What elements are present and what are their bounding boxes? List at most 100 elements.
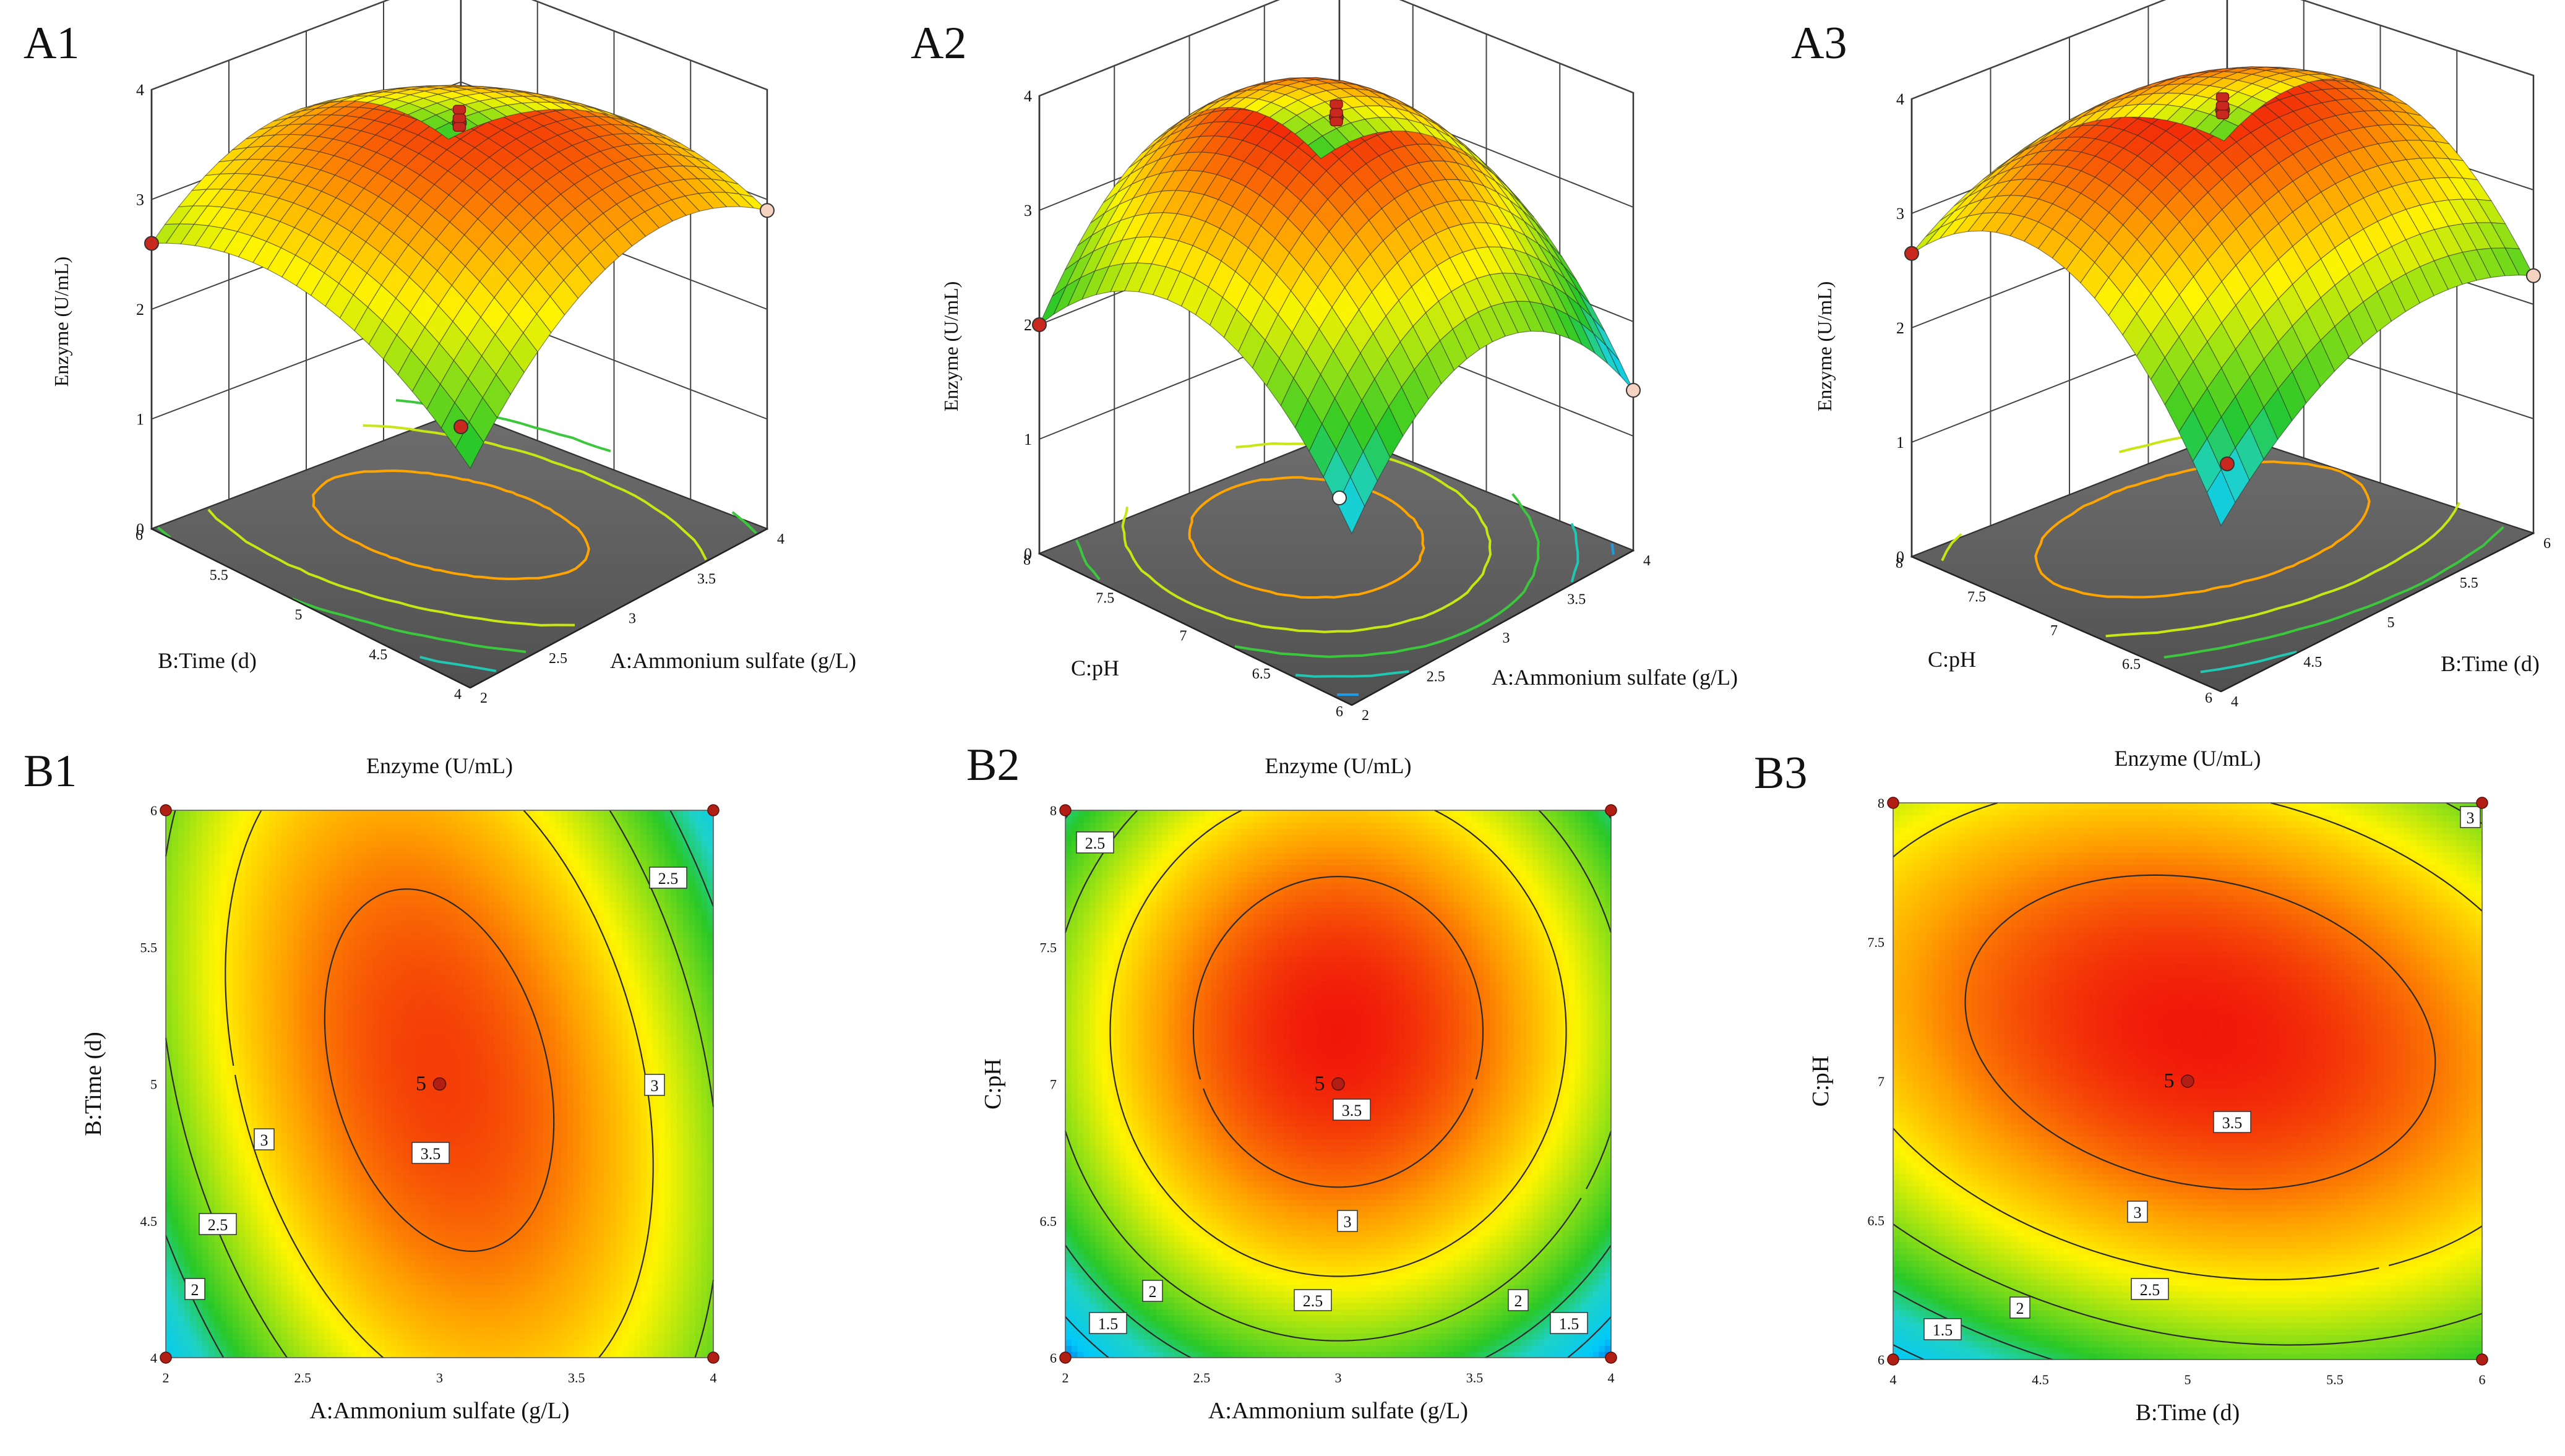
contour-cell — [172, 1151, 178, 1157]
contour-cell — [178, 1060, 184, 1066]
z-tick-label: 1 — [1024, 430, 1032, 448]
contour-cell — [196, 847, 202, 853]
contour-cell — [166, 1224, 172, 1230]
contour-cell — [184, 1108, 191, 1115]
contour-cell — [190, 1066, 196, 1072]
contour-cell — [196, 1102, 202, 1108]
contour-cell — [184, 1242, 191, 1248]
contour-cell — [208, 1029, 215, 1035]
contour-cell — [221, 1278, 227, 1285]
contour-cell — [196, 896, 202, 902]
contour-cell — [221, 1199, 227, 1205]
contour-cell — [166, 1278, 172, 1285]
contour-cell — [202, 847, 208, 853]
contour-cell — [190, 865, 196, 871]
contour-cell — [166, 1205, 172, 1212]
contour-cell — [202, 1078, 208, 1084]
contour-cell — [184, 999, 191, 1005]
contour-cell — [215, 1291, 221, 1297]
x-tick-label: 4.5 — [2303, 654, 2322, 670]
contour-cell — [215, 1096, 221, 1102]
contour-cell — [166, 956, 172, 962]
contour-cell — [196, 1096, 202, 1102]
contour-cell — [172, 871, 178, 877]
contour-cell — [196, 1205, 202, 1212]
contour-cell — [166, 1267, 172, 1273]
contour-cell — [172, 1212, 178, 1218]
contour-cell — [190, 944, 196, 950]
contour-cell — [172, 920, 178, 926]
contour-cell — [208, 950, 215, 956]
y-axis-title: C:pH — [1928, 647, 1976, 672]
contour-cell — [190, 1072, 196, 1078]
contour-cell — [202, 859, 208, 865]
contour-cell — [178, 1023, 184, 1029]
contour-cell — [172, 1060, 178, 1066]
contour-cell — [208, 1345, 215, 1351]
contour-cell — [184, 1169, 191, 1175]
contour-cell — [190, 1181, 196, 1188]
contour-cell — [196, 1254, 202, 1261]
z-axis-title: Enzyme (U/mL) — [50, 257, 72, 387]
contour-cell — [190, 920, 196, 926]
contour-cell — [202, 1108, 208, 1115]
contour-cell — [208, 980, 215, 987]
contour-cell — [178, 902, 184, 908]
y-tick-label: 7 — [2050, 623, 2058, 639]
x-axis-title: B:Time (d) — [2441, 651, 2540, 676]
contour-cell — [190, 956, 196, 962]
contour-cell — [190, 823, 196, 829]
contour-cell — [166, 1194, 172, 1200]
contour-cell — [190, 1017, 196, 1023]
contour-cell — [215, 1309, 221, 1315]
contour-cell — [215, 871, 221, 877]
contour-cell — [208, 1194, 215, 1200]
contour-cell — [196, 938, 202, 944]
contour-cell — [178, 1254, 184, 1261]
contour-cell — [166, 993, 172, 999]
contour-cell — [202, 1303, 208, 1309]
contour-cell — [196, 999, 202, 1005]
contour-cell — [172, 1048, 178, 1054]
center-point-marker — [2217, 110, 2229, 119]
contour-cell — [178, 1163, 184, 1169]
contour-cell — [172, 883, 178, 889]
contour-cell — [178, 938, 184, 944]
contour-cell — [202, 907, 208, 914]
contour-cell — [172, 896, 178, 902]
y-axis-title: C:pH — [1071, 656, 1119, 680]
contour-cell — [196, 914, 202, 920]
contour-cell — [190, 829, 196, 835]
contour-cell — [172, 1175, 178, 1181]
contour-cell — [178, 987, 184, 993]
contour-cell — [215, 1133, 221, 1139]
contour-cell — [215, 853, 221, 859]
contour-cell — [196, 1242, 202, 1248]
contour-cell — [196, 1157, 202, 1163]
y-tick-label: 4 — [454, 687, 462, 703]
contour-cell — [184, 938, 191, 944]
contour-cell — [184, 1060, 191, 1066]
contour-cell — [196, 1194, 202, 1200]
contour-cell — [190, 1224, 196, 1230]
contour-cell — [172, 1242, 178, 1248]
contour-cell — [196, 841, 202, 847]
contour-cell — [215, 834, 221, 841]
contour-cell — [184, 1102, 191, 1108]
contour-cell — [215, 1145, 221, 1151]
y-tick-label: 6 — [135, 528, 143, 544]
contour-cell — [172, 926, 178, 932]
contour-cell — [196, 920, 202, 926]
contour-cell — [172, 1035, 178, 1042]
contour-cell — [208, 1236, 215, 1242]
contour-cell — [184, 1334, 191, 1340]
contour-cell — [221, 1327, 227, 1334]
contour-cell — [190, 1248, 196, 1254]
contour-cell — [196, 1272, 202, 1278]
figure: 0123422.533.5444.555.56Enzyme (U/mL)A:Am… — [0, 0, 2565, 1456]
contour-cell — [196, 1261, 202, 1267]
contour-cell — [196, 975, 202, 981]
contour-cell — [202, 1029, 208, 1035]
contour-cell — [190, 1175, 196, 1181]
contour-cell — [202, 1121, 208, 1127]
